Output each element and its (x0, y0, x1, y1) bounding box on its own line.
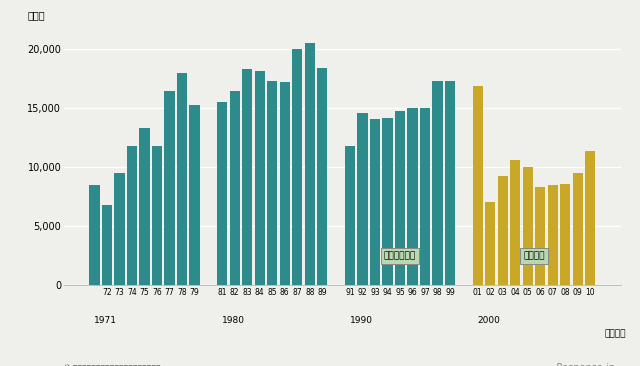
Bar (472, 86, 483, 285)
Bar (433, 81, 443, 285)
Bar (317, 68, 328, 285)
Bar (90, 185, 100, 285)
Bar (177, 73, 188, 285)
Bar (585, 151, 595, 285)
Bar (382, 118, 392, 285)
Bar (189, 105, 200, 285)
Text: （年度）: （年度） (605, 330, 627, 339)
Text: Response.jp: Response.jp (556, 363, 615, 366)
Bar (230, 90, 240, 285)
Text: （件）: （件） (28, 10, 45, 20)
Bar (305, 43, 315, 285)
Bar (280, 82, 290, 285)
Bar (255, 71, 265, 285)
Bar (217, 102, 227, 285)
Bar (510, 160, 520, 285)
Bar (445, 81, 455, 285)
Bar (523, 167, 533, 285)
Text: 法的整理: 法的整理 (524, 251, 545, 261)
Bar (164, 90, 175, 285)
Bar (267, 81, 277, 285)
Bar (497, 176, 508, 285)
Bar (395, 111, 405, 285)
Text: 任意整理含む: 任意整理含む (384, 251, 416, 261)
Bar (102, 205, 112, 285)
Bar (357, 113, 367, 285)
Bar (242, 69, 252, 285)
Bar (535, 187, 545, 285)
Text: 1971: 1971 (95, 316, 118, 325)
Text: 1980: 1980 (222, 316, 245, 325)
Bar (573, 173, 583, 285)
Bar (140, 128, 150, 285)
Bar (548, 185, 558, 285)
Text: 2000: 2000 (477, 316, 500, 325)
Text: ※ 過去に発表した任意整理を含む数値を排載: ※ 過去に発表した任意整理を含む数値を排載 (64, 363, 161, 366)
Bar (292, 49, 303, 285)
Bar (408, 108, 418, 285)
Bar (127, 146, 137, 285)
Bar (485, 202, 495, 285)
Bar (370, 119, 380, 285)
Text: 1990: 1990 (350, 316, 373, 325)
Bar (560, 184, 570, 285)
Bar (420, 108, 430, 285)
Bar (115, 173, 125, 285)
Bar (152, 146, 162, 285)
Bar (345, 146, 355, 285)
